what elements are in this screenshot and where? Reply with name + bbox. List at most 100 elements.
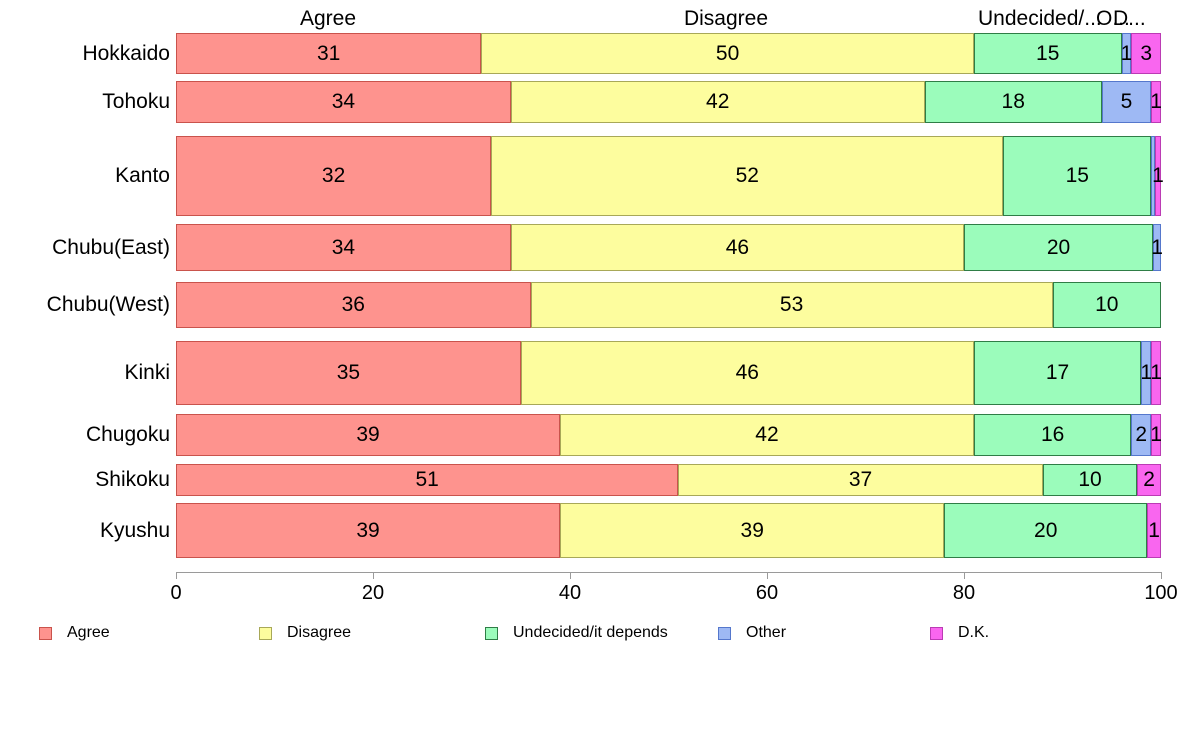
bar-segment-undecided-it-depends: 15 bbox=[1003, 136, 1152, 216]
bar-segment-agree: 36 bbox=[176, 282, 531, 328]
segment-value-label: 36 bbox=[341, 293, 365, 316]
bar-row-2: 32 52 15 1 bbox=[176, 136, 1164, 216]
bar-segment-agree: 39 bbox=[176, 414, 561, 456]
segment-value-label: 15 bbox=[1065, 164, 1089, 187]
segment-value-label: 39 bbox=[356, 423, 380, 446]
bar-segment-undecided-it-depends: 15 bbox=[973, 33, 1122, 74]
legend-label: Undecided/it depends bbox=[513, 624, 668, 641]
segment-value-label: 39 bbox=[740, 518, 764, 542]
x-axis-tick-label-80: 80 bbox=[952, 582, 976, 604]
x-axis-tick-label-60: 60 bbox=[755, 582, 779, 604]
bar-segment-disagree: 42 bbox=[560, 414, 974, 456]
row-label-kanto: Kanto bbox=[115, 164, 170, 187]
bar-segment-disagree: 52 bbox=[491, 136, 1004, 216]
x-axis-line bbox=[176, 572, 1161, 573]
bar-segment-agree: 34 bbox=[176, 224, 511, 271]
bar-segment-d-k-: 2 bbox=[1137, 464, 1161, 496]
legend-item-other: Other bbox=[718, 624, 787, 641]
bar-segment-disagree: 42 bbox=[510, 81, 925, 123]
bar-segment-agree: 31 bbox=[176, 33, 482, 74]
bar-segment-undecided-it-depends: 20 bbox=[963, 224, 1154, 271]
segment-value-label: 1 bbox=[1148, 518, 1160, 542]
bar-segment-disagree: 37 bbox=[678, 464, 1043, 496]
segment-value-label: 20 bbox=[1034, 518, 1058, 542]
row-label-tohoku: Tohoku bbox=[102, 90, 170, 113]
segment-value-label: 34 bbox=[331, 90, 356, 113]
segment-value-label: 1 bbox=[1120, 41, 1133, 65]
bar-segment-d-k-: 1 bbox=[1152, 136, 1164, 216]
bar-segment-other: 5 bbox=[1101, 81, 1152, 123]
row-label-shikoku: Shikoku bbox=[95, 468, 170, 491]
bar-segment-undecided-it-depends: 17 bbox=[973, 341, 1142, 405]
bar-row-0: 31 50 15 1 3 bbox=[176, 33, 1161, 74]
bar-segment-other: 2 bbox=[1131, 414, 1152, 456]
segment-value-label: 5 bbox=[1120, 90, 1133, 113]
bar-segment-undecided-it-depends: 20 bbox=[944, 503, 1148, 558]
segment-value-label: 53 bbox=[779, 293, 804, 316]
segment-value-label: 16 bbox=[1040, 423, 1065, 446]
legend-label: Other bbox=[746, 624, 787, 641]
segment-value-label: 3 bbox=[1140, 41, 1153, 65]
row-label-hokkaido: Hokkaido bbox=[82, 42, 170, 65]
row-label-chubu-east-: Chubu(East) bbox=[52, 236, 170, 259]
bar-segment-disagree: 39 bbox=[560, 503, 945, 558]
segment-value-label: 31 bbox=[316, 41, 341, 65]
bar-segment-other: 1 bbox=[1120, 33, 1133, 74]
bar-segment-other: 1 bbox=[1140, 341, 1153, 405]
column-header-0: Agree bbox=[299, 7, 357, 30]
legend-swatch-icon bbox=[930, 626, 943, 640]
bar-row-3: 34 46 20 1 bbox=[176, 224, 1163, 271]
bar-row-1: 34 42 18 5 1 bbox=[176, 81, 1162, 123]
legend-swatch-icon bbox=[39, 626, 52, 640]
x-axis-tick-label-100: 100 bbox=[1144, 582, 1178, 604]
bar-segment-undecided-it-depends: 10 bbox=[1052, 282, 1161, 328]
legend-item-d-k-: D.K. bbox=[930, 624, 990, 641]
row-label-kyushu: Kyushu bbox=[99, 519, 170, 542]
bar-segment-other: 1 bbox=[1151, 224, 1163, 271]
x-axis-tick-label-40: 40 bbox=[558, 582, 582, 604]
x-axis-tick-label-20: 20 bbox=[361, 582, 385, 604]
segment-value-label: 37 bbox=[848, 468, 873, 491]
column-header-2: Undecided/... bbox=[978, 7, 1102, 30]
legend-label: Disagree bbox=[287, 624, 352, 641]
segment-value-label: 10 bbox=[1078, 468, 1102, 491]
segment-value-label: 1 bbox=[1140, 361, 1153, 384]
x-axis-tick bbox=[176, 572, 177, 579]
segment-value-label: 34 bbox=[331, 235, 356, 259]
bar-segment-disagree: 46 bbox=[510, 224, 964, 271]
column-header-4: D... bbox=[1113, 7, 1146, 30]
segment-value-label: 42 bbox=[706, 90, 730, 113]
segment-value-label: 2 bbox=[1143, 468, 1155, 491]
bar-row-8: 39 39 20 1 bbox=[176, 503, 1161, 558]
row-label-chugoku: Chugoku bbox=[85, 423, 170, 446]
column-header-1: Disagree bbox=[683, 7, 769, 30]
bar-segment-d-k-: 1 bbox=[1150, 81, 1162, 123]
segment-value-label: 39 bbox=[356, 518, 380, 542]
bar-row-6: 39 42 16 2 1 bbox=[176, 414, 1162, 456]
segment-value-label: 15 bbox=[1036, 41, 1060, 65]
row-label-chubu-west-: Chubu(West) bbox=[46, 293, 170, 316]
bar-row-4: 36 53 10 bbox=[176, 282, 1161, 328]
bar-segment-agree: 39 bbox=[176, 503, 561, 558]
legend-swatch-icon bbox=[718, 626, 731, 640]
legend-label: D.K. bbox=[958, 624, 990, 641]
legend-item-disagree: Disagree bbox=[259, 624, 352, 641]
segment-value-label: 51 bbox=[415, 468, 439, 491]
legend-item-agree: Agree bbox=[39, 624, 110, 641]
row-label-kinki: Kinki bbox=[124, 361, 170, 384]
legend-swatch-icon bbox=[259, 626, 272, 640]
segment-value-label: 1 bbox=[1152, 164, 1164, 187]
segment-value-label: 50 bbox=[715, 41, 740, 65]
legend-swatch-icon bbox=[485, 626, 498, 640]
segment-value-label: 20 bbox=[1046, 235, 1071, 259]
segment-value-label: 32 bbox=[321, 164, 346, 187]
bar-row-5: 35 46 17 1 1 bbox=[176, 341, 1162, 405]
bar-segment-undecided-it-depends: 18 bbox=[924, 81, 1102, 123]
bar-segment-d-k-: 1 bbox=[1147, 503, 1161, 558]
legend-item-undecided-it-depends: Undecided/it depends bbox=[485, 624, 668, 641]
segment-value-label: 46 bbox=[725, 235, 750, 259]
segment-value-label: 10 bbox=[1095, 293, 1119, 316]
x-axis-tick bbox=[1161, 572, 1162, 579]
legend-label: Agree bbox=[67, 624, 110, 641]
